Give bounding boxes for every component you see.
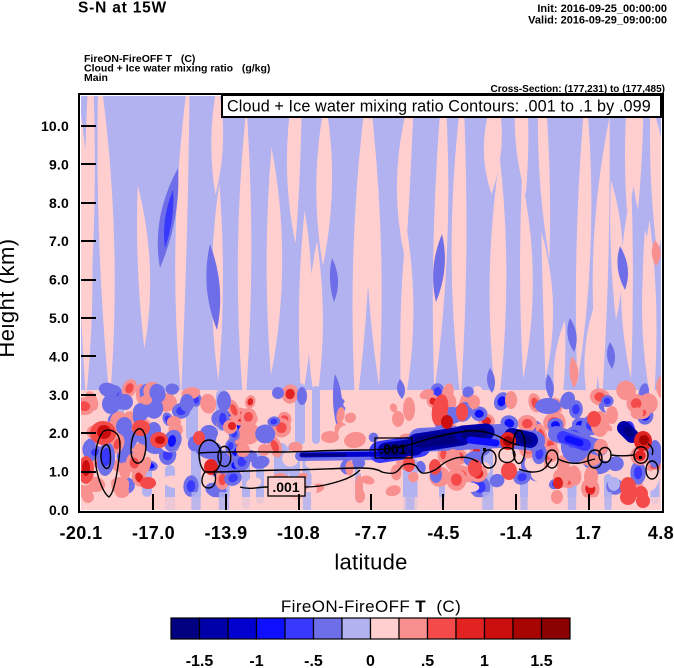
svg-text:S-N at 15W: S-N at 15W — [78, 0, 167, 17]
svg-text:1.0: 1.0 — [49, 464, 69, 480]
svg-text:Cross-Section: (177,231) to (1: Cross-Section: (177,231) to (177,485) — [490, 84, 665, 95]
svg-text:7.0: 7.0 — [49, 233, 69, 249]
svg-text:.001: .001 — [379, 441, 406, 457]
svg-text:1.7: 1.7 — [575, 523, 601, 543]
svg-text:1.5: 1.5 — [530, 653, 552, 668]
svg-text:Init: 2016-09-25_00:00:00: Init: 2016-09-25_00:00:00 — [537, 3, 667, 15]
svg-text:8.0: 8.0 — [49, 195, 69, 211]
svg-text:5.0: 5.0 — [49, 310, 69, 326]
svg-text:-.5: -.5 — [304, 653, 323, 668]
svg-text:2.0: 2.0 — [49, 425, 69, 441]
svg-text:-20.1: -20.1 — [59, 523, 102, 543]
svg-text:-1.5: -1.5 — [186, 653, 214, 668]
svg-text:Main: Main — [84, 72, 108, 84]
svg-text:Cloud + Ice water mixing ratio: Cloud + Ice water mixing ratio Contours:… — [227, 98, 651, 116]
svg-text:-10.8: -10.8 — [277, 523, 320, 543]
svg-text:Height (km): Height (km) — [0, 238, 19, 357]
svg-text:FireON-FireOFF T (C): FireON-FireOFF T (C) — [281, 597, 461, 616]
svg-text:6.0: 6.0 — [49, 272, 69, 288]
svg-text:1: 1 — [480, 653, 489, 668]
svg-text:-1: -1 — [249, 653, 263, 668]
svg-text:Valid: 2016-09-29_09:00:00: Valid: 2016-09-29_09:00:00 — [528, 15, 667, 27]
svg-text:0.0: 0.0 — [49, 502, 69, 518]
svg-text:.5: .5 — [421, 653, 434, 668]
svg-text:0: 0 — [366, 653, 375, 668]
svg-text:-17.0: -17.0 — [132, 523, 175, 543]
svg-text:latitude: latitude — [334, 550, 407, 575]
svg-text:Cloud + Ice water mixing ratio: Cloud + Ice water mixing ratio (g/kg) — [84, 63, 270, 75]
svg-text:-7.7: -7.7 — [355, 523, 388, 543]
svg-text:4.8: 4.8 — [648, 523, 674, 543]
svg-text:10.0: 10.0 — [41, 118, 69, 134]
svg-text:.001: .001 — [272, 479, 299, 495]
svg-text:-4.5: -4.5 — [427, 523, 460, 543]
svg-text:4.0: 4.0 — [49, 348, 69, 364]
svg-text:-1.4: -1.4 — [500, 523, 533, 543]
svg-text:9.0: 9.0 — [49, 156, 69, 172]
svg-text:FireON-FireOFF T (C): FireON-FireOFF T (C) — [84, 53, 195, 65]
svg-text:-13.9: -13.9 — [204, 523, 247, 543]
svg-text:3.0: 3.0 — [49, 387, 69, 403]
